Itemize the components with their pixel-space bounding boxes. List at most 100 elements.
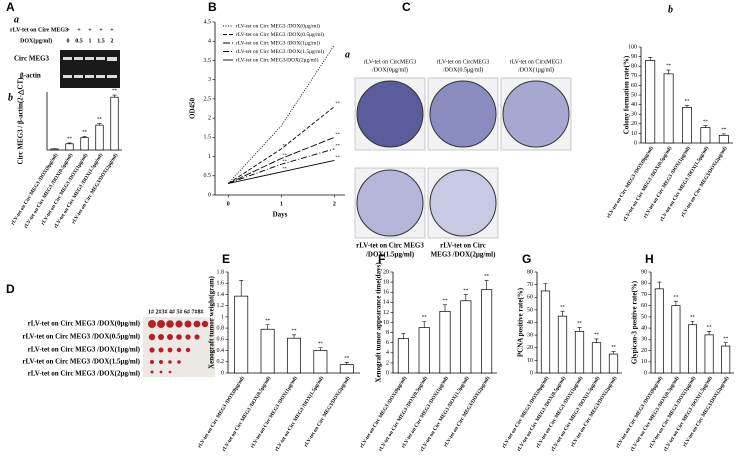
- plate: [356, 80, 424, 148]
- y-tick-label: 20: [527, 345, 533, 351]
- y-tick-label: 1.5: [204, 135, 212, 141]
- y-tick-label: 1.2: [217, 303, 225, 309]
- y-tick-label: 10: [383, 320, 389, 326]
- error-bar: [721, 133, 726, 136]
- bar: [718, 134, 729, 144]
- significance: **: [282, 166, 287, 171]
- x-tick-label: 2: [333, 201, 336, 207]
- tumor-row: rLV-tet on Circ MEG3 /DOX(0μg/ml): [28, 320, 141, 328]
- y-tick-label: 1: [208, 154, 211, 160]
- panel-label: B: [208, 0, 217, 14]
- y-tick-label: 50: [527, 307, 533, 313]
- bar: [591, 342, 602, 374]
- plate: [429, 169, 497, 237]
- y-axis-label: Circ MEG3 / β-actin(2-△CT): [17, 77, 25, 165]
- y-tick-label: 50: [641, 314, 647, 320]
- significance: **: [666, 64, 672, 69]
- sub-label: b: [8, 92, 13, 103]
- bar: [557, 315, 568, 374]
- plate: [356, 169, 424, 237]
- error-bar: [292, 334, 296, 339]
- bar: [65, 143, 74, 151]
- x-tick-label: 0: [227, 201, 230, 207]
- line: [228, 148, 335, 184]
- gel: rLV-tet on Cire MEG3 + + + + + DOX(μg/ml…: [10, 27, 120, 88]
- y-tick-label: 3.5: [204, 58, 212, 64]
- bar: [574, 330, 585, 374]
- line: [228, 106, 335, 184]
- significance: **: [282, 153, 287, 158]
- significance: **: [344, 356, 350, 361]
- error-bar: [265, 324, 270, 330]
- y-tick-label: 0.5: [204, 173, 212, 179]
- y-tick-label: 30: [527, 333, 533, 339]
- y-tick-label: 20: [631, 121, 637, 127]
- significance: **: [265, 319, 271, 324]
- tumor-row: rLV-tet on Circ MEG3 /DOX(1μg/ml): [28, 346, 141, 354]
- x-tick-label: rLV-tet on Circ MEG3 /DOX(0μg/ml): [196, 375, 246, 450]
- y-tick-label: 14: [383, 300, 389, 306]
- x-tick-label: rLV-tet on Circ MEG3 /DOX(0.5μg/ml): [220, 375, 272, 453]
- error-bar: [112, 94, 117, 98]
- significance: **: [443, 299, 449, 304]
- y-tick-label: 40: [631, 102, 637, 108]
- significance: **: [685, 100, 691, 105]
- y-tick-label: 1.4: [217, 292, 225, 298]
- legend-label: rLV-tet on Circ MEG3 /DOX(1.5μg/ml): [236, 48, 324, 55]
- line: [228, 159, 335, 184]
- significance: **: [707, 326, 713, 331]
- y-tick-label: 90: [641, 269, 647, 275]
- gel-plus: +: [88, 27, 92, 33]
- y-tick-label: 0: [221, 370, 224, 376]
- y-tick-label: 0.6: [217, 337, 225, 343]
- gel-construct: rLV-tet on Cire MEG3: [10, 27, 68, 33]
- significance: **: [594, 333, 600, 338]
- significance: **: [484, 275, 490, 280]
- error-bar: [723, 342, 728, 347]
- y-tick-label: 6: [386, 340, 389, 346]
- bar: [671, 305, 681, 374]
- legend-label: rLV-tet on Circ MEG3/DOX(2μg/ml): [236, 56, 319, 63]
- gel-plus: +: [77, 27, 81, 33]
- x-axis-label: Days: [273, 211, 288, 219]
- significance: **: [690, 316, 696, 321]
- y-tick-label: 90: [631, 54, 637, 60]
- significance: **: [673, 295, 679, 300]
- significance: **: [67, 137, 73, 142]
- bar: [439, 311, 451, 374]
- y-tick-label: 70: [527, 282, 533, 288]
- panel-label: A: [6, 0, 15, 14]
- bar: [687, 324, 697, 374]
- error-bar: [707, 331, 712, 335]
- error-bar: [703, 125, 708, 128]
- y-tick-label: 60: [641, 303, 647, 309]
- bar: [682, 107, 692, 144]
- error-bar: [422, 321, 427, 328]
- y-tick-label: 18: [383, 279, 389, 285]
- bar: [700, 127, 711, 144]
- x-tick-label: 1: [280, 201, 283, 207]
- bar: [721, 345, 731, 374]
- sub-label: b: [668, 4, 673, 15]
- panel-label: C: [402, 0, 411, 14]
- error-bar: [577, 327, 582, 332]
- bar: [608, 353, 619, 374]
- error-bar: [543, 283, 548, 291]
- significance: **: [292, 329, 298, 334]
- gel-dose: 1: [89, 38, 92, 44]
- bar: [80, 137, 89, 151]
- y-tick-label: 70: [631, 73, 637, 79]
- error-bar: [594, 338, 599, 343]
- error-bar: [657, 281, 662, 289]
- significance: **: [463, 289, 469, 294]
- y-tick-label: 40: [527, 320, 533, 326]
- y-tick-label: 3: [208, 77, 211, 83]
- y-tick-label: 0: [386, 370, 389, 376]
- y-tick-label: 10: [641, 359, 647, 365]
- tumor-ids: 1# 2#3# 4# 5# 6# 7#8#: [148, 309, 204, 315]
- y-tick-label: 12: [383, 310, 389, 316]
- gel-row: β-actin: [20, 72, 41, 80]
- y-tick-label: 0: [208, 192, 211, 198]
- panel-label: H: [645, 252, 654, 266]
